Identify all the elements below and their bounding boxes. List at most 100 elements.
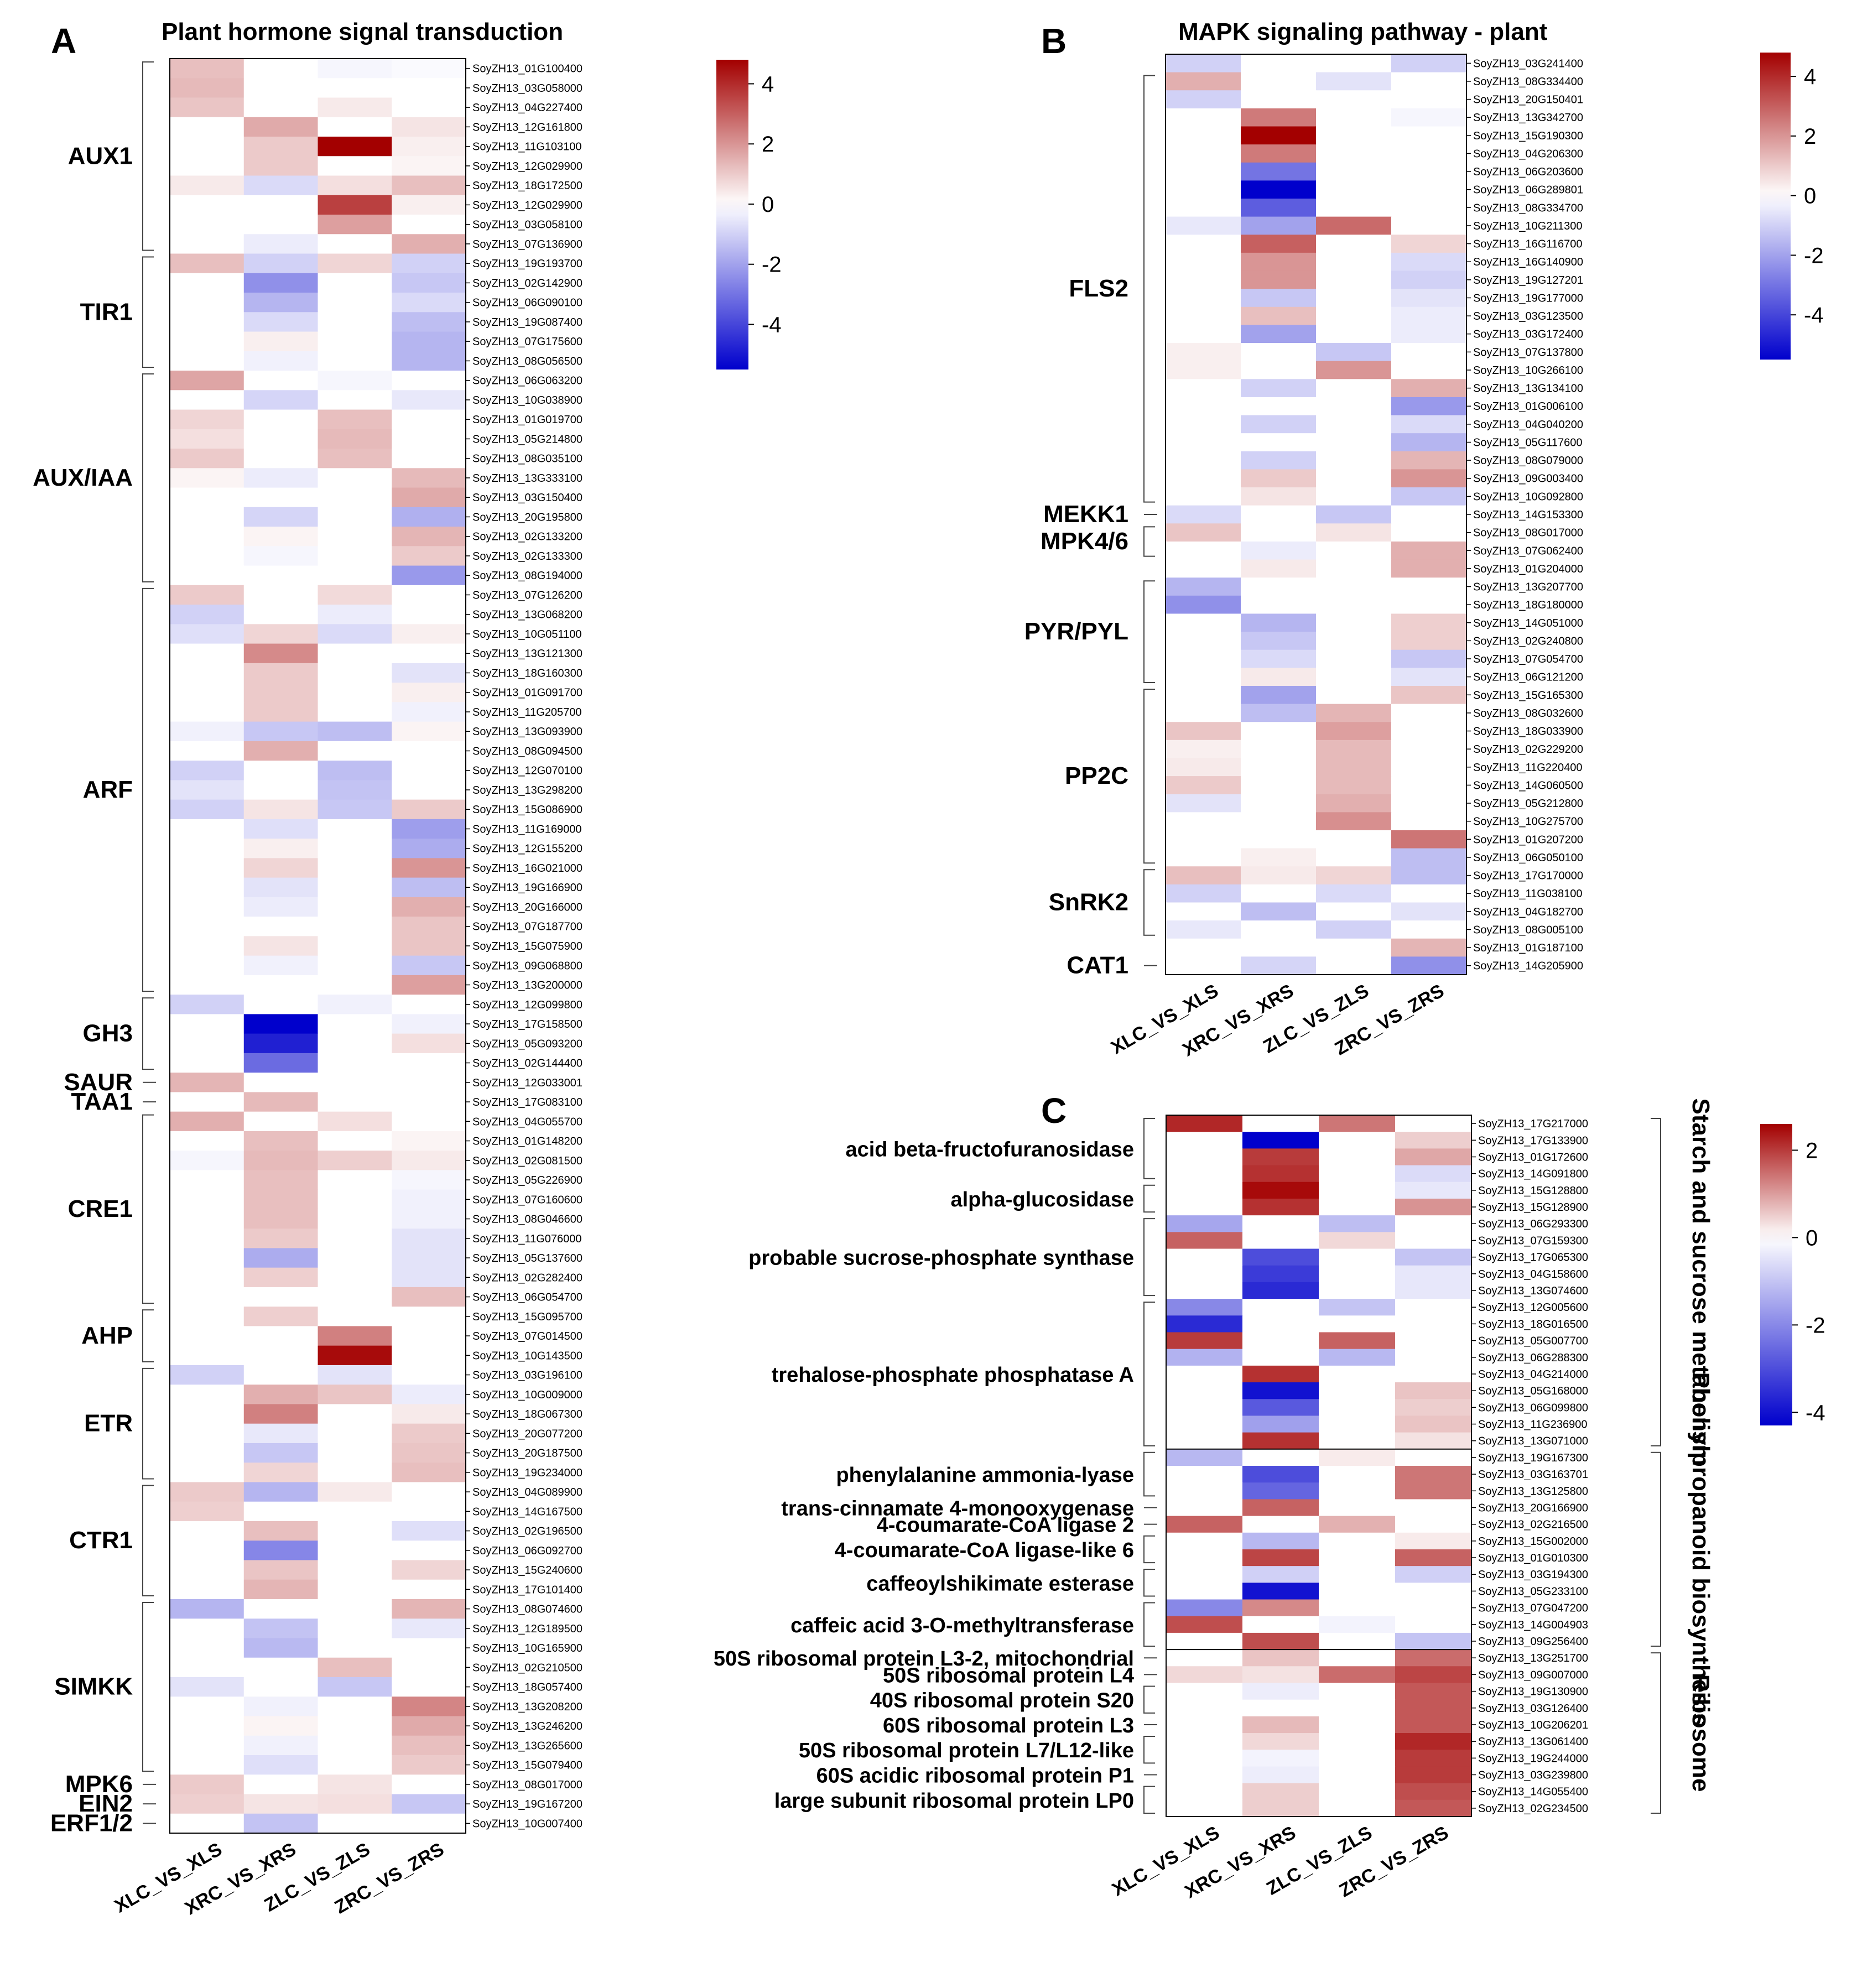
gene-label: SoyZH13_06G121200 (1473, 672, 1583, 684)
heatmap-cell (318, 1404, 392, 1424)
heatmap-cell (170, 936, 245, 956)
heatmap-cell (318, 1014, 392, 1034)
heatmap-cell (1166, 1649, 1243, 1667)
heatmap-cell (1319, 1733, 1396, 1750)
legend-tick-label: 4 (762, 72, 774, 96)
heatmap-cell (1395, 1432, 1472, 1450)
heatmap-cell (170, 253, 245, 274)
group-bracket (142, 1114, 154, 1304)
heatmap-cell (392, 273, 466, 293)
heatmap-cell (392, 1579, 466, 1600)
heatmap-cell (1242, 1198, 1319, 1216)
heatmap-cell (392, 371, 466, 391)
heatmap-cell (243, 527, 319, 547)
heatmap-cell (1166, 1432, 1243, 1450)
gene-label: SoyZH13_09G068800 (472, 960, 582, 972)
group-label: large subunit ribosomal protein LP0 (774, 1789, 1134, 1813)
heatmap-frame (1166, 1115, 1472, 1817)
heatmap-cell (1241, 235, 1317, 253)
heatmap-cell (1242, 1482, 1319, 1500)
heatmap-cell (170, 643, 245, 664)
gene-label: SoyZH13_07G175600 (472, 336, 582, 348)
heatmap-cell (1316, 577, 1392, 596)
heatmap-cell (1242, 1349, 1319, 1366)
heatmap-cell (318, 371, 392, 391)
heatmap-cell (1316, 54, 1392, 73)
gene-label: SoyZH13_08G017000 (472, 1779, 582, 1791)
panel-c-metabolism-heatmap: SoyZH13_17G217000 SoyZH13_17G133900 SoyZH1… (714, 1091, 1825, 1902)
group-label: 60S acidic ribosomal protein P1 (816, 1765, 1134, 1788)
heatmap-cell (243, 1170, 319, 1190)
gene-label: SoyZH13_20G150401 (1473, 94, 1583, 106)
legend-colorbar (1760, 1124, 1792, 1425)
heatmap-cell (1391, 758, 1467, 777)
heatmap-cell (1241, 90, 1317, 109)
gene-label: SoyZH13_18G033900 (1473, 726, 1583, 738)
group-bracket (1143, 1685, 1155, 1714)
heatmap-cell (243, 1248, 319, 1268)
heatmap-cell (170, 429, 245, 449)
heatmap-cell (1319, 1583, 1396, 1600)
heatmap-cell (243, 253, 319, 274)
heatmap-cell (243, 1579, 319, 1600)
gene-label: SoyZH13_06G050100 (1473, 852, 1583, 864)
heatmap-cell (1395, 1148, 1472, 1166)
group-bracket (142, 1309, 154, 1362)
heatmap-cell (1391, 505, 1467, 524)
gene-label: SoyZH13_08G032600 (1473, 707, 1583, 720)
heatmap-cell (392, 1560, 466, 1580)
heatmap-cell (392, 1267, 466, 1288)
heatmap-cell (1395, 1516, 1472, 1533)
heatmap-cell (170, 409, 245, 430)
heatmap-cell (1395, 1415, 1472, 1433)
heatmap-cell (318, 1735, 392, 1756)
heatmap-cell (392, 59, 466, 79)
gene-label: SoyZH13_04G206300 (1473, 148, 1583, 160)
heatmap-cell (1166, 1215, 1243, 1232)
heatmap-cell (1391, 199, 1467, 217)
heatmap-cell (243, 1267, 319, 1288)
heatmap-cell (1319, 1449, 1396, 1466)
heatmap-cell (318, 429, 392, 449)
heatmap-cell (318, 995, 392, 1014)
heatmap-cell (170, 1774, 245, 1795)
gene-label: SoyZH13_01G204000 (1473, 563, 1583, 575)
heatmap-cell (170, 507, 245, 527)
heatmap-cell (170, 1345, 245, 1366)
heatmap-cell (170, 858, 245, 878)
heatmap-cell (1316, 758, 1392, 777)
heatmap-cell (1166, 1466, 1243, 1483)
group-label: MPK6 (65, 1771, 133, 1798)
gene-label: SoyZH13_07G160600 (472, 1194, 582, 1206)
heatmap-cell (170, 1287, 245, 1307)
gene-label: SoyZH13_03G123500 (1473, 310, 1583, 322)
heatmap-cell (392, 1482, 466, 1502)
heatmap-cell (1242, 1449, 1319, 1466)
heatmap-cell (243, 97, 319, 118)
heatmap-cell (1166, 289, 1241, 308)
heatmap-cell (1242, 1399, 1319, 1417)
heatmap-cell (1241, 613, 1317, 632)
heatmap-cell (243, 1131, 319, 1151)
heatmap-cell (318, 1443, 392, 1463)
heatmap-cell (1166, 325, 1241, 344)
heatmap-cell (243, 877, 319, 898)
gene-label: SoyZH13_01G006100 (1473, 400, 1583, 413)
heatmap-cell (170, 741, 245, 761)
heatmap-cell (318, 1579, 392, 1600)
heatmap-cell (318, 1345, 392, 1366)
heatmap-cell (1166, 685, 1241, 705)
heatmap-cell (1166, 379, 1241, 398)
heatmap-cell (392, 1774, 466, 1795)
heatmap-cell (243, 702, 319, 722)
heatmap-cell (1319, 1750, 1396, 1767)
gene-label: SoyZH13_06G092700 (472, 1545, 582, 1557)
legend-tick-label: -2 (1806, 1313, 1825, 1338)
group-label: acid beta-fructofuranosidase (845, 1138, 1134, 1161)
heatmap-cell (1316, 920, 1392, 939)
group-bracket (1143, 580, 1155, 683)
heatmap-cell (1391, 180, 1467, 199)
heatmap-cell (318, 253, 392, 274)
heatmap-cell (243, 1716, 319, 1736)
heatmap-cell (1166, 235, 1241, 253)
